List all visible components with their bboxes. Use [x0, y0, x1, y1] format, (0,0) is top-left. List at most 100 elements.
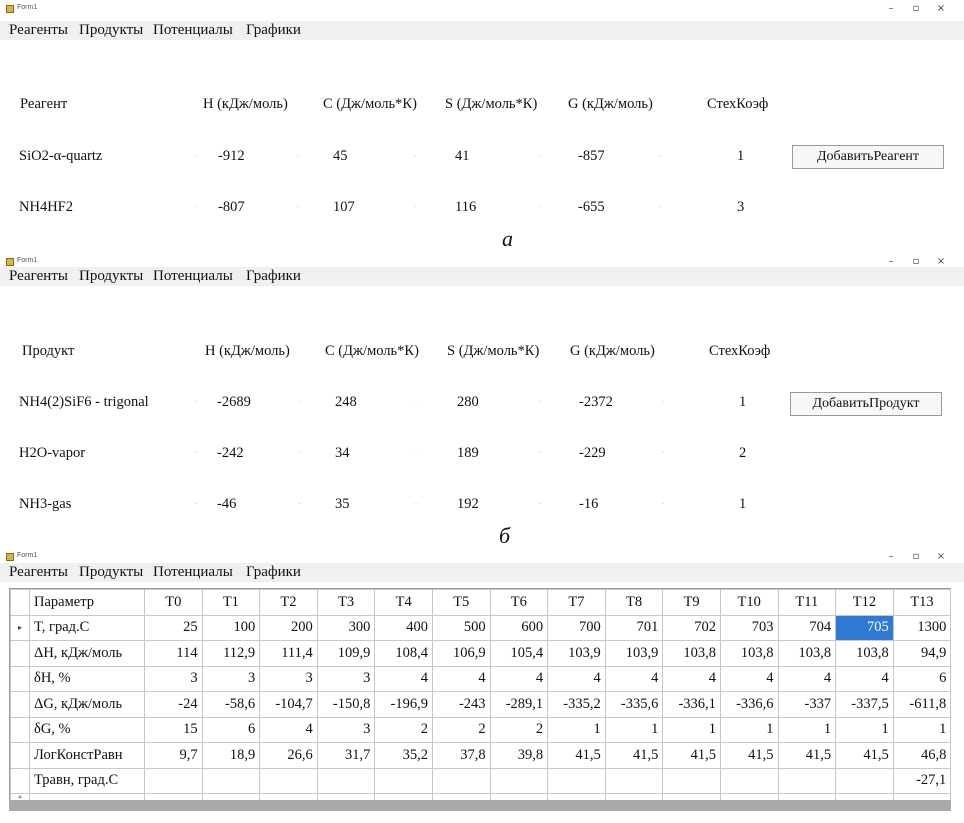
table-cell[interactable]: 4	[777, 665, 837, 692]
grid-horizontal-scrollbar[interactable]	[9, 800, 951, 811]
table-cell[interactable]: 2	[489, 716, 549, 743]
table-cell[interactable]: 41,5	[777, 742, 837, 769]
table-cell[interactable]: 103,8	[777, 640, 837, 667]
close-icon[interactable]: ×	[936, 551, 946, 562]
spin-arrow-icon[interactable]: ·	[538, 500, 542, 508]
table-cell[interactable]: 200	[259, 614, 318, 641]
table-cell[interactable]: 4	[259, 716, 318, 743]
table-cell[interactable]	[144, 767, 203, 794]
table-cell[interactable]: -335,6	[604, 691, 664, 718]
table-cell[interactable]: 26,6	[259, 742, 318, 769]
table-cell[interactable]: 108,4	[374, 640, 433, 667]
column-header[interactable]: T7	[547, 589, 606, 616]
table-cell[interactable]: 4	[662, 665, 721, 692]
value-h[interactable]: -242	[217, 445, 244, 461]
table-cell[interactable]: 3	[259, 665, 318, 692]
row-label-cell[interactable]: δG, %	[29, 716, 145, 743]
spin-arrow-icon[interactable]: ·	[193, 203, 197, 211]
spin-arrow-icon[interactable]: ·	[661, 398, 665, 406]
spin-arrow-icon[interactable]: ·	[658, 203, 662, 211]
row-label-cell[interactable]: ЛогКонстРавн	[29, 742, 145, 769]
row-label-cell[interactable]: T, град.С	[29, 614, 145, 641]
value-g[interactable]: -16	[579, 496, 599, 512]
table-cell[interactable]	[259, 767, 318, 794]
table-cell[interactable]: 41,5	[604, 742, 664, 769]
table-cell[interactable]: 400	[374, 614, 433, 641]
table-cell[interactable]: 9,7	[144, 742, 203, 769]
table-cell[interactable]: 1	[547, 716, 606, 743]
table-cell[interactable]: 4	[547, 665, 606, 692]
spin-arrow-icon[interactable]: ·	[537, 203, 541, 211]
table-cell[interactable]: -196,9	[374, 691, 433, 718]
table-cell[interactable]	[719, 767, 779, 794]
value-s[interactable]: 192	[457, 496, 479, 512]
minimize-icon[interactable]: –	[888, 3, 894, 14]
row-header[interactable]	[10, 691, 30, 718]
value-h[interactable]: -2689	[217, 394, 251, 410]
value-c[interactable]: 248	[335, 394, 357, 410]
table-cell[interactable]: -289,1	[489, 691, 549, 718]
column-header[interactable]: T5	[431, 589, 491, 616]
value-s[interactable]: 189	[457, 445, 479, 461]
column-header[interactable]: T11	[777, 589, 837, 616]
row-header[interactable]	[10, 640, 30, 667]
table-cell[interactable]: 114	[144, 640, 203, 667]
spin-arrow-icon[interactable]: ·	[414, 398, 418, 406]
menu-graphs[interactable]: Графики	[246, 564, 301, 580]
add-reagent-button[interactable]: ДобавитьРеагент	[792, 145, 944, 169]
value-c[interactable]: 34	[335, 445, 350, 461]
row-header[interactable]	[10, 742, 30, 769]
spin-arrow-icon[interactable]: ·	[661, 449, 665, 457]
table-cell[interactable]	[547, 767, 606, 794]
menu-products[interactable]: Продукты	[79, 564, 144, 580]
results-grid[interactable]: Параметр T0 T1 T2 T3 T4 T5 T6 T7 T8 T9 T10 T11 T12 T13…	[9, 588, 952, 805]
row-header[interactable]	[10, 767, 30, 794]
table-cell[interactable]	[835, 767, 894, 794]
value-coef[interactable]: 2	[739, 445, 747, 461]
table-cell[interactable]: 6	[892, 665, 952, 692]
table-cell[interactable]: 1	[777, 716, 837, 743]
table-cell[interactable]: 1300	[892, 614, 952, 641]
table-cell[interactable]: -337	[777, 691, 837, 718]
product-name[interactable]: H2O-vapor	[19, 445, 86, 461]
table-cell[interactable]: -335,2	[547, 691, 606, 718]
table-cell[interactable]: 41,5	[662, 742, 721, 769]
reagent-name[interactable]: SiO2-α-quartz	[19, 148, 103, 164]
spin-arrow-icon[interactable]: ·	[297, 500, 301, 508]
value-coef[interactable]: 1	[739, 496, 747, 512]
spin-arrow-icon[interactable]: ·	[414, 500, 418, 508]
value-h[interactable]: -912	[218, 148, 245, 164]
table-cell[interactable]: 41,5	[719, 742, 779, 769]
spin-arrow-icon[interactable]: ·	[194, 398, 198, 406]
table-cell[interactable]: 4	[431, 665, 491, 692]
menu-products[interactable]: Продукты	[79, 268, 144, 284]
row-header[interactable]	[10, 665, 30, 692]
table-cell[interactable]: 94,9	[892, 640, 952, 667]
minimize-icon[interactable]: –	[888, 256, 894, 267]
table-cell[interactable]: 4	[604, 665, 664, 692]
table-cell[interactable]: 46,8	[892, 742, 952, 769]
table-cell[interactable]: 700	[547, 614, 606, 641]
table-cell[interactable]: 1	[604, 716, 664, 743]
menu-products[interactable]: Продукты	[79, 22, 144, 38]
menu-graphs[interactable]: Графики	[246, 22, 301, 38]
table-cell[interactable]: 1	[835, 716, 894, 743]
table-cell[interactable]: 4	[835, 665, 894, 692]
table-cell[interactable]	[374, 767, 433, 794]
spin-arrow-icon[interactable]: ·	[538, 398, 542, 406]
table-cell[interactable]: 1	[662, 716, 721, 743]
table-cell[interactable]: 39,8	[489, 742, 549, 769]
menu-potentials[interactable]: Потенциалы	[153, 564, 233, 580]
table-cell[interactable]: 702	[662, 614, 721, 641]
table-cell[interactable]: 3	[316, 665, 376, 692]
table-cell[interactable]: 704	[777, 614, 837, 641]
table-cell[interactable]: 701	[604, 614, 664, 641]
table-cell[interactable]	[431, 767, 491, 794]
table-cell[interactable]: 4	[719, 665, 779, 692]
maximize-icon[interactable]: ▫	[912, 3, 920, 14]
spin-arrow-icon[interactable]: ·	[194, 500, 198, 508]
column-header[interactable]: T1	[201, 589, 261, 616]
spin-arrow-icon[interactable]: ·	[413, 203, 417, 211]
table-cell[interactable]: -27,1	[892, 767, 952, 794]
value-coef[interactable]: 1	[737, 148, 745, 164]
